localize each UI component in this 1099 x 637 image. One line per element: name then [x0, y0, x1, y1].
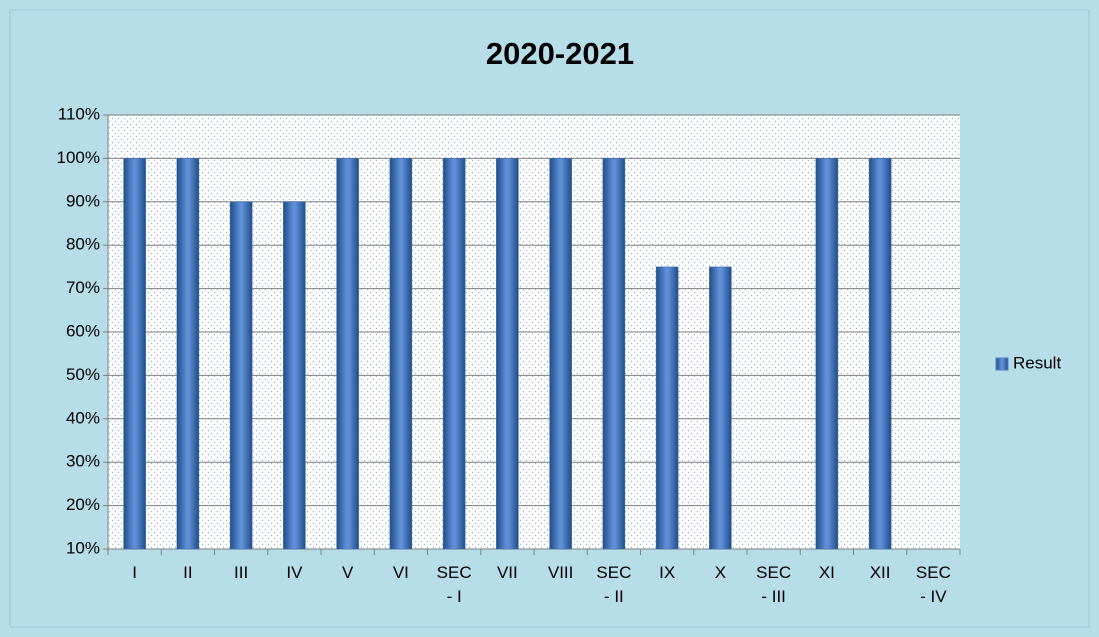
x-tick-label: VII	[496, 563, 518, 582]
bar	[176, 158, 200, 550]
y-tick-label: 20%	[66, 495, 100, 514]
y-tick-label: 90%	[66, 191, 100, 210]
x-tick-label: II	[183, 563, 193, 582]
y-tick-label: 60%	[66, 321, 100, 340]
y-tick-label: 30%	[66, 452, 100, 471]
bar	[815, 158, 839, 550]
chart-title: 2020-2021	[486, 36, 634, 71]
chart-border	[9, 9, 1090, 628]
legend-swatch	[995, 357, 1009, 371]
x-tick-label: VIII	[547, 563, 574, 582]
x-tick-label: III	[234, 563, 249, 582]
bar	[283, 201, 306, 550]
y-tick-label: 80%	[66, 235, 100, 254]
bar	[709, 266, 732, 550]
y-tick-label: 100%	[57, 148, 100, 167]
y-tick-label: 40%	[66, 408, 100, 427]
x-tick-label: I	[132, 563, 137, 582]
bar	[602, 158, 626, 550]
x-tick-label: IX	[659, 563, 676, 582]
bar	[123, 158, 146, 550]
legend-label: Result	[1013, 353, 1061, 372]
x-tick-label: SEC - III	[756, 563, 792, 606]
bar	[868, 158, 892, 550]
x-tick-label: X	[714, 563, 727, 582]
bar	[336, 158, 359, 550]
x-tick-label: XII	[869, 563, 891, 582]
x-tick-label: VI	[392, 563, 409, 582]
x-tick-label: XI	[818, 563, 835, 582]
bar	[496, 158, 519, 550]
x-tick-label: SEC - IV	[915, 563, 951, 606]
x-tick-label: V	[341, 563, 354, 582]
y-tick-label: 110%	[58, 104, 100, 123]
x-tick-label: SEC - I	[436, 563, 472, 606]
y-tick-label: 70%	[66, 278, 100, 297]
x-tick-label: SEC - II	[596, 563, 632, 606]
bar	[655, 266, 679, 550]
y-tick-label: 50%	[66, 365, 100, 384]
bar	[229, 201, 253, 550]
bar	[442, 158, 466, 550]
x-tick-label: IV	[286, 563, 303, 582]
y-tick-label: 10%	[66, 538, 100, 557]
bar	[389, 158, 413, 550]
bar	[549, 158, 572, 550]
